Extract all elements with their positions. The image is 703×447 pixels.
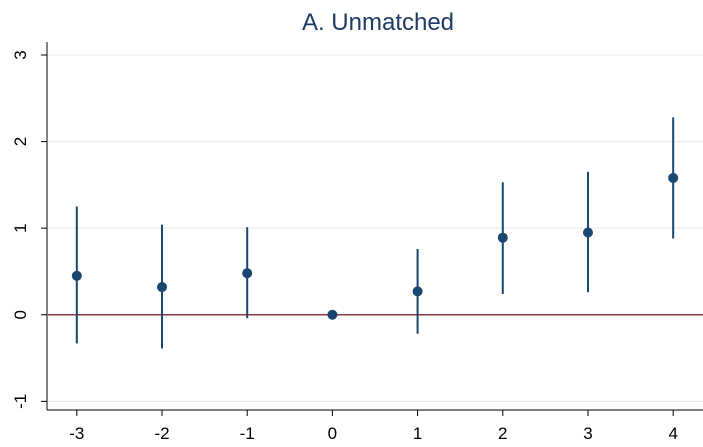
data-point — [668, 172, 679, 183]
axes: -1 0 1 2 3 -3 -2 -1 0 1 2 3 4 — [11, 42, 703, 443]
y-tick-label: 2 — [11, 137, 30, 146]
grid-lines — [48, 54, 703, 402]
data-point — [242, 268, 253, 279]
data-marks — [71, 117, 679, 349]
x-tick-label: 0 — [328, 424, 337, 443]
y-tick-label: 1 — [11, 223, 30, 232]
x-tick-label: 1 — [413, 424, 422, 443]
data-point — [157, 282, 168, 293]
x-tick-label: 4 — [668, 424, 677, 443]
data-point — [497, 232, 508, 243]
y-tick-label: 3 — [11, 50, 30, 59]
data-point — [71, 270, 82, 281]
data-point — [582, 227, 593, 238]
x-tick-label: -3 — [69, 424, 84, 443]
x-tick-label: -1 — [240, 424, 255, 443]
data-point — [412, 286, 423, 297]
y-tick-label: -1 — [11, 394, 30, 409]
y-tick-label: 0 — [11, 310, 30, 319]
x-tick-label: -2 — [154, 424, 169, 443]
chart-title: A. Unmatched — [302, 9, 454, 36]
x-tick-label: 2 — [498, 424, 507, 443]
x-tick-label: 3 — [583, 424, 592, 443]
data-point — [327, 309, 338, 320]
